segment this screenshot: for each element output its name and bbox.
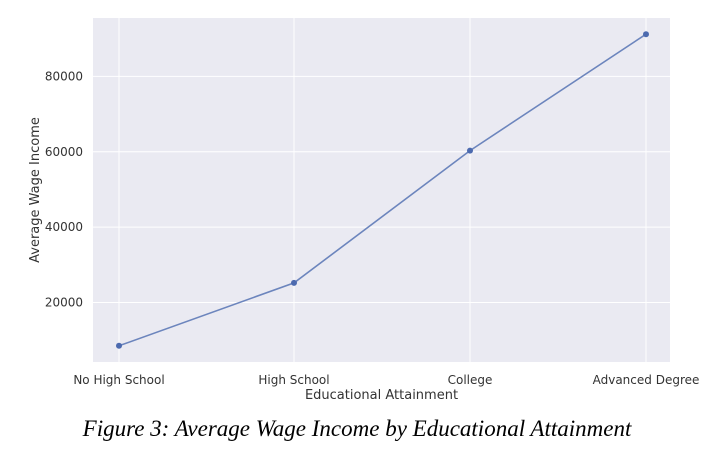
- x-tick-label: College: [448, 373, 493, 387]
- line-chart: 20000 40000 60000 80000 No High School High …: [28, 18, 699, 403]
- x-tick-label: High School: [258, 373, 329, 387]
- y-tick-label: 80000: [45, 69, 83, 83]
- data-point: [643, 31, 649, 38]
- data-point: [467, 147, 473, 154]
- figure-caption: Figure 3: Average Wage Income by Educati…: [82, 416, 632, 441]
- grid-lines: [93, 18, 670, 362]
- series-wage-income: [116, 31, 649, 349]
- x-axis-ticks: No High School High School College Advanced…: [73, 373, 699, 387]
- y-tick-label: 40000: [45, 220, 83, 234]
- x-axis-label: Educational Attainment: [305, 388, 458, 403]
- x-tick-label: No High School: [73, 373, 164, 387]
- series-line: [118, 33, 647, 347]
- data-point: [116, 342, 122, 349]
- data-point: [291, 279, 297, 286]
- plot-area: [93, 18, 670, 362]
- y-axis-label: Average Wage Income: [28, 117, 43, 263]
- x-tick-label: Advanced Degree: [593, 373, 700, 387]
- y-tick-label: 60000: [45, 145, 83, 159]
- y-tick-label: 20000: [45, 295, 83, 309]
- y-axis-ticks: 20000 40000 60000 80000: [45, 69, 83, 309]
